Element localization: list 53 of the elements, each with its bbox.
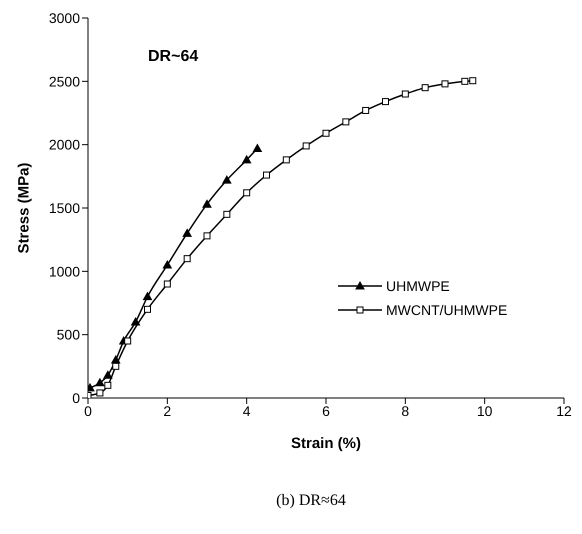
point bbox=[342, 118, 350, 126]
point bbox=[131, 318, 140, 326]
point bbox=[442, 80, 448, 88]
point bbox=[242, 155, 252, 164]
x-tick-label: 8 bbox=[401, 402, 410, 419]
x-tick-label: 4 bbox=[242, 402, 251, 419]
x-tick-label: 2 bbox=[163, 402, 172, 419]
point bbox=[469, 77, 476, 84]
point bbox=[202, 200, 212, 208]
point bbox=[112, 362, 120, 370]
point bbox=[164, 280, 171, 288]
point bbox=[95, 378, 104, 386]
point bbox=[222, 176, 232, 184]
point bbox=[282, 156, 290, 164]
point bbox=[402, 90, 409, 98]
point bbox=[263, 172, 270, 179]
point bbox=[182, 228, 192, 237]
x-tick-label: 0 bbox=[84, 402, 92, 419]
point bbox=[162, 260, 172, 268]
point bbox=[204, 232, 210, 240]
point bbox=[243, 189, 250, 196]
legend-label: MWCNT/UHMWPE bbox=[386, 302, 508, 318]
point bbox=[144, 306, 151, 313]
y-axis-title: Stress (MPa) bbox=[15, 162, 32, 254]
y-tick-label: 500 bbox=[56, 326, 80, 343]
y-tick-label: 1000 bbox=[48, 263, 80, 280]
point bbox=[362, 106, 370, 114]
y-tick-label: 1500 bbox=[48, 200, 80, 216]
x-tick-label: 10 bbox=[476, 402, 493, 419]
point bbox=[96, 389, 104, 396]
point bbox=[252, 144, 262, 152]
point bbox=[422, 84, 429, 92]
y-tick-label: 3000 bbox=[48, 10, 80, 26]
point bbox=[103, 370, 112, 379]
point bbox=[322, 130, 330, 137]
y-tick-label: 0 bbox=[72, 390, 80, 406]
point bbox=[143, 292, 152, 300]
x-axis-title: Strain (%) bbox=[290, 435, 362, 452]
point bbox=[111, 356, 120, 364]
point bbox=[223, 210, 230, 218]
point bbox=[302, 142, 310, 150]
point bbox=[124, 338, 132, 344]
point bbox=[382, 98, 389, 106]
text: (b) DR≈64 bbox=[275, 492, 347, 510]
y-tick-label: 2500 bbox=[48, 73, 80, 90]
point bbox=[184, 255, 191, 262]
x-tick-label: 12 bbox=[556, 402, 572, 419]
annotation: DR~64 bbox=[148, 48, 198, 66]
y-tick-label: 2000 bbox=[48, 136, 80, 153]
x-tick-label: 6 bbox=[322, 402, 330, 419]
legend-label: UHMWPE bbox=[386, 278, 450, 294]
point bbox=[461, 78, 468, 85]
point bbox=[104, 382, 112, 389]
